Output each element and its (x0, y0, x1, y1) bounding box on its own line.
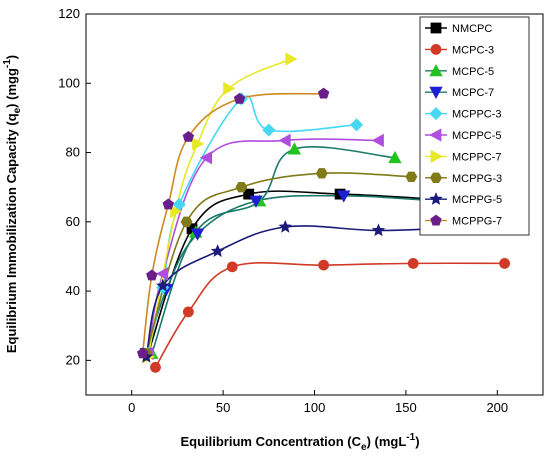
data-point-mcppg-3 (235, 182, 248, 193)
data-point-mcppg-5 (210, 244, 225, 257)
data-point-mcppg-7 (233, 92, 246, 104)
y-axis-label: Equilibrium Immobilization Capacity (qe)… (2, 55, 23, 353)
data-point-mcppg-7 (317, 87, 330, 99)
legend-label-mcppg-7: MCPPG-7 (452, 216, 502, 228)
legend-marker-mcpc-7 (429, 86, 443, 100)
y-tick-label: 20 (66, 352, 80, 367)
data-point-mcppc-5 (371, 133, 384, 148)
x-tick-label: 50 (216, 400, 230, 415)
series-line-mcpc-5 (151, 146, 396, 354)
legend-marker-mcppg-3 (430, 172, 442, 183)
data-point-nmcpc (243, 188, 255, 200)
data-point-mcpc-7 (190, 228, 205, 241)
x-tick-label: 100 (304, 400, 326, 415)
y-tick-label: 80 (66, 145, 80, 160)
y-tick-label: 120 (58, 6, 80, 21)
legend-label-mcppc-3: MCPPC-3 (452, 109, 502, 121)
legend-label-mcppg-3: MCPPG-3 (452, 173, 502, 185)
series-line-mcppc-3 (147, 95, 357, 354)
legend: NMCPC MCPC-3 MCPC-5 MCPC-7 MCPPC-3 MCPPC-5 MCP… (419, 16, 530, 236)
data-point-mcppg-5 (278, 219, 292, 233)
legend-label-mcpc-5: MCPC-5 (452, 66, 494, 78)
data-point-mcppc-3 (262, 123, 276, 137)
data-point-mcpc-7 (337, 190, 351, 203)
legend-marker-mcppc-3 (429, 107, 443, 121)
legend-label-mcppc-7: MCPPC-7 (452, 151, 502, 163)
x-tick-label: 200 (486, 400, 508, 415)
data-point-mcppg-7 (136, 347, 149, 359)
data-point-mcppc-7 (223, 81, 236, 96)
legend-marker-mcpc-5 (429, 63, 443, 77)
data-point-mcppc-7 (192, 137, 205, 151)
data-point-mcpc-3 (499, 257, 511, 269)
legend-label-mcpc-7: MCPC-7 (452, 87, 494, 99)
x-axis-label: Equilibrium Concentration (Ce) (mgL-1) (180, 432, 419, 453)
legend-label-mcppc-5: MCPPC-5 (452, 130, 502, 142)
legend-label-nmcpc: NMCPC (452, 23, 492, 35)
data-point-mcppc-5 (278, 133, 291, 148)
legend-label-mcpc-3: MCPC-3 (452, 44, 494, 56)
legend-marker-mcppg-5 (429, 192, 443, 205)
data-point-mcppg-3 (315, 168, 328, 179)
data-point-mcppg-5 (156, 278, 170, 292)
series-line-mcppg-5 (145, 225, 467, 358)
y-axis: 20 40 60 80 100 120 (58, 6, 91, 367)
data-point-mcppc-5 (199, 151, 213, 165)
x-axis: 0 50 100 150 200 (128, 390, 508, 415)
data-point-mcppc-7 (285, 52, 298, 66)
data-point-mcpc-3 (318, 259, 330, 271)
data-point-mcppg-3 (180, 216, 193, 227)
y-tick-label: 40 (66, 283, 80, 298)
legend-marker-mcppg-7 (430, 214, 442, 226)
data-point-mcpc-3 (182, 306, 194, 318)
data-point-mcppg-7 (182, 130, 195, 142)
data-point-mcppg-3 (405, 171, 418, 182)
data-point-mcpc-5 (287, 142, 302, 155)
y-tick-label: 100 (58, 75, 80, 90)
data-point-mcppg-7 (146, 269, 158, 281)
series-line-mcppg-7 (141, 92, 324, 354)
data-point-mcppc-5 (155, 267, 169, 281)
legend-marker-mcpc-3 (430, 44, 442, 55)
data-point-mcppc-3 (349, 118, 364, 132)
legend-marker-mcppc-5 (429, 128, 442, 142)
legend-marker-nmcpc (430, 22, 442, 34)
series-line-nmcpc (147, 190, 438, 354)
data-point-mcpc-3 (150, 361, 161, 373)
data-point-mcppg-7 (162, 198, 174, 210)
data-point-mcpc-3 (407, 257, 419, 269)
data-point-mcpc-5 (388, 150, 402, 164)
data-point-mcpc-7 (249, 195, 263, 208)
data-point-mcppg-5 (371, 223, 386, 237)
x-tick-label: 0 (128, 400, 135, 415)
data-point-mcppc-7 (170, 204, 183, 219)
legend-marker-mcppc-7 (430, 149, 443, 164)
x-tick-label: 150 (395, 400, 417, 415)
data-point-mcpc-3 (226, 261, 238, 273)
series-line-mcpc-3 (154, 261, 505, 368)
legend-label-mcppg-5: MCPPG-5 (452, 194, 502, 206)
y-tick-label: 60 (66, 214, 80, 229)
